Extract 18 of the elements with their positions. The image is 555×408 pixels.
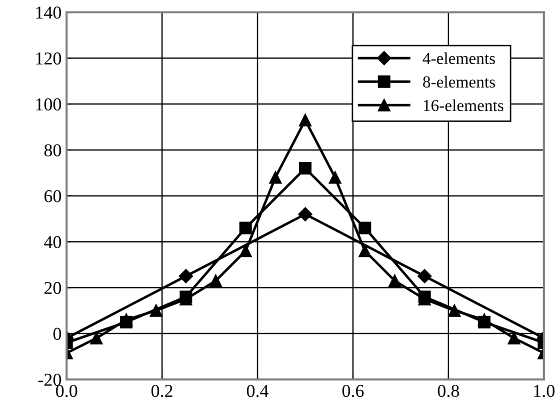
y-tick-label: 40: [44, 236, 62, 248]
y-tick-label: 20: [44, 282, 62, 294]
legend-label: 16-elements: [424, 99, 504, 112]
x-tick-label: 0.6: [342, 384, 364, 398]
y-tick-label: 120: [36, 52, 62, 65]
y-tick-label: 140: [36, 6, 62, 19]
x-tick-label: 0.0: [56, 384, 78, 398]
y-tick-label: 60: [44, 190, 62, 202]
legend-label: 8-elements: [423, 76, 495, 88]
legend-label: 4-elements: [422, 52, 495, 64]
y-tick-label: 100: [36, 98, 62, 110]
x-tick-label: 1.0: [534, 384, 554, 398]
x-tick-label: 0.4: [246, 384, 269, 398]
x-tick-label: 0.2: [151, 384, 172, 398]
y-tick-label: 80: [44, 144, 62, 156]
x-tick-label: 0.8: [438, 384, 460, 398]
y-tick-label: 0: [53, 328, 62, 340]
y-tick-label: -20: [38, 374, 62, 386]
